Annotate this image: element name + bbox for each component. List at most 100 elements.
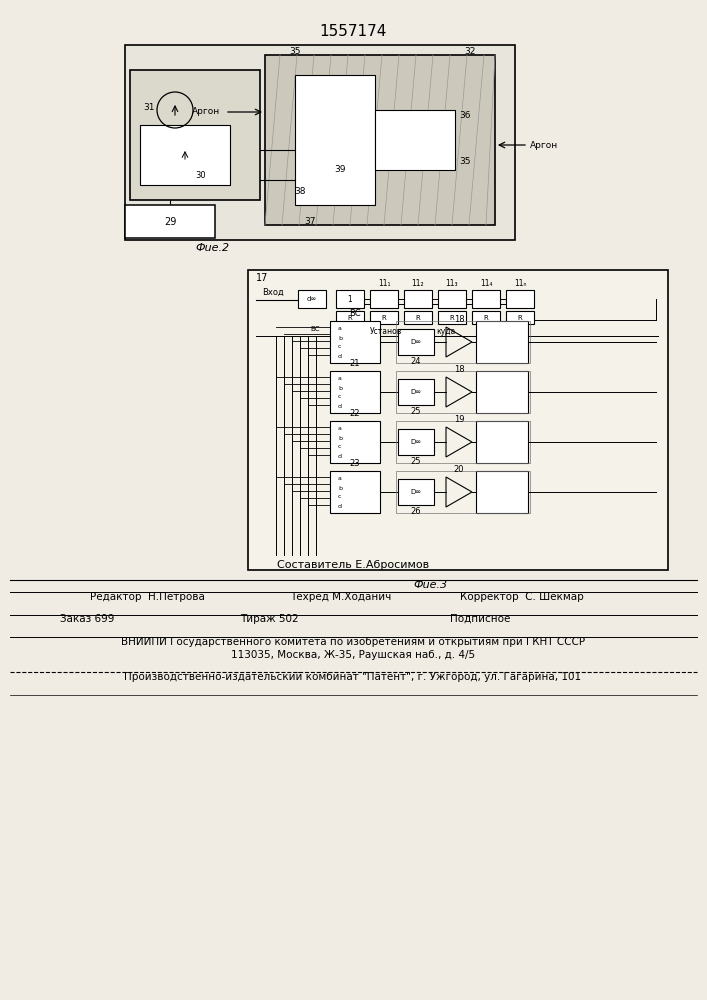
Text: Вход: Вход xyxy=(262,288,284,296)
Text: d: d xyxy=(338,403,342,408)
Text: R: R xyxy=(450,315,455,321)
Text: 26: 26 xyxy=(411,508,421,516)
Text: 21: 21 xyxy=(350,360,361,368)
Text: Аргон: Аргон xyxy=(530,140,559,149)
Text: 23: 23 xyxy=(350,460,361,468)
Text: R: R xyxy=(416,315,421,321)
Text: Заказ 699: Заказ 699 xyxy=(60,614,115,624)
Text: c: c xyxy=(338,494,341,499)
Text: 11ₙ: 11ₙ xyxy=(514,279,526,288)
Bar xyxy=(438,311,466,324)
Bar xyxy=(125,45,515,240)
Text: b: b xyxy=(338,385,342,390)
Text: c: c xyxy=(338,444,341,450)
Bar xyxy=(472,290,500,308)
Text: a: a xyxy=(338,376,342,381)
Text: 25: 25 xyxy=(411,458,421,466)
Bar xyxy=(330,421,380,463)
Text: Корректор  С. Шекмар: Корректор С. Шекмар xyxy=(460,592,584,602)
Text: 19: 19 xyxy=(454,414,464,424)
Bar xyxy=(330,371,380,413)
Bar xyxy=(130,70,260,200)
Text: Подписное: Подписное xyxy=(450,614,510,624)
Text: 29: 29 xyxy=(164,217,176,227)
Bar xyxy=(336,290,364,308)
Bar xyxy=(336,311,364,324)
Text: D∞: D∞ xyxy=(411,339,421,345)
Bar xyxy=(370,311,398,324)
Text: a: a xyxy=(338,326,342,332)
Text: 30: 30 xyxy=(195,170,206,180)
Bar xyxy=(398,379,434,405)
Bar xyxy=(476,421,528,463)
Text: d: d xyxy=(338,504,342,508)
Bar xyxy=(506,311,534,324)
Text: куда: куда xyxy=(436,328,455,336)
Text: Редактор  Н.Петрова: Редактор Н.Петрова xyxy=(90,592,205,602)
Bar xyxy=(396,321,530,363)
Text: R: R xyxy=(484,315,489,321)
Text: 35: 35 xyxy=(460,157,471,166)
Bar xyxy=(140,125,230,185)
Text: c: c xyxy=(338,394,341,399)
Text: 25: 25 xyxy=(411,408,421,416)
Text: 35: 35 xyxy=(289,47,300,56)
Text: a: a xyxy=(338,426,342,432)
Text: D∞: D∞ xyxy=(411,439,421,445)
Bar xyxy=(472,311,500,324)
Text: 38: 38 xyxy=(294,188,305,196)
Text: Техред М.Ходанич: Техред М.Ходанич xyxy=(290,592,391,602)
Bar xyxy=(398,329,434,355)
Bar xyxy=(295,75,375,205)
Text: 113035, Москва, Ж-35, Раушская наб., д. 4/5: 113035, Москва, Ж-35, Раушская наб., д. … xyxy=(231,650,475,660)
Text: BC: BC xyxy=(349,310,361,318)
Text: 32: 32 xyxy=(464,47,476,56)
Text: Аргон: Аргон xyxy=(192,107,220,116)
Bar xyxy=(476,371,528,413)
Bar xyxy=(476,321,528,363)
Text: Фue.3: Фue.3 xyxy=(413,580,447,590)
Text: R: R xyxy=(518,315,522,321)
Bar xyxy=(396,371,530,413)
Text: Составитель Е.Абросимов: Составитель Е.Абросимов xyxy=(277,560,429,570)
Text: Тираж 502: Тираж 502 xyxy=(240,614,298,624)
Bar xyxy=(125,205,215,238)
Bar xyxy=(398,429,434,455)
Bar xyxy=(438,290,466,308)
Text: 39: 39 xyxy=(334,165,346,174)
Text: a: a xyxy=(338,477,342,482)
Text: 36: 36 xyxy=(460,110,471,119)
Bar xyxy=(476,471,528,513)
Bar xyxy=(404,311,432,324)
Bar xyxy=(370,290,398,308)
Bar xyxy=(330,321,380,363)
Bar xyxy=(398,479,434,505)
Text: c: c xyxy=(338,344,341,350)
Text: d: d xyxy=(338,354,342,359)
Bar xyxy=(248,270,668,570)
Text: R: R xyxy=(382,315,386,321)
Text: 31: 31 xyxy=(144,103,155,111)
Bar xyxy=(298,290,326,308)
Text: b: b xyxy=(338,486,342,490)
Bar xyxy=(396,471,530,513)
Text: 1557174: 1557174 xyxy=(320,24,387,39)
Bar xyxy=(506,290,534,308)
Text: 17: 17 xyxy=(256,273,269,283)
Text: Установ: Установ xyxy=(370,328,402,336)
Text: 1: 1 xyxy=(348,294,352,304)
Text: D∞: D∞ xyxy=(411,489,421,495)
Text: ВС: ВС xyxy=(310,326,320,332)
Text: 37: 37 xyxy=(304,218,316,227)
Bar xyxy=(265,55,495,225)
Text: d∞: d∞ xyxy=(307,296,317,302)
Text: ВНИИПИ Государственного комитета по изобретениям и открытиям при ГКНТ СССР: ВНИИПИ Государственного комитета по изоб… xyxy=(121,637,585,647)
Text: R: R xyxy=(348,315,352,321)
Bar xyxy=(404,290,432,308)
Text: Фue.2: Фue.2 xyxy=(195,243,229,253)
Text: 11₄: 11₄ xyxy=(480,279,492,288)
Text: d: d xyxy=(338,454,342,458)
Text: D∞: D∞ xyxy=(411,389,421,395)
Bar xyxy=(396,421,530,463)
Bar xyxy=(330,471,380,513)
